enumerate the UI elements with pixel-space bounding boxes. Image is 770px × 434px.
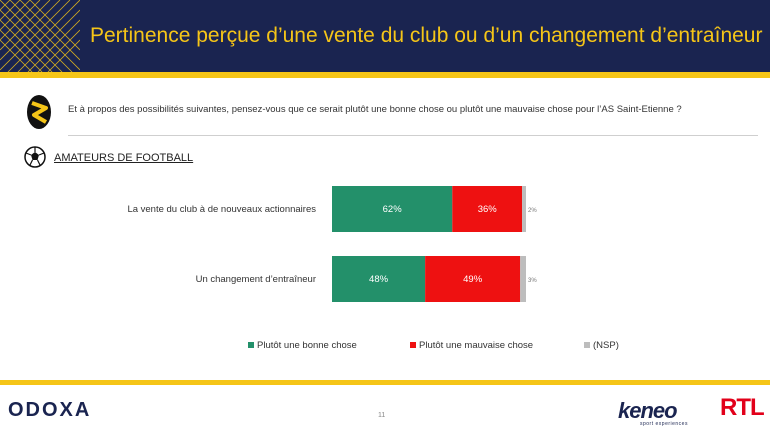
- separator-line: [68, 135, 758, 136]
- data-label: 2%: [528, 208, 537, 214]
- legend-label: Plutôt une bonne chose: [257, 340, 357, 351]
- legend-label: (NSP): [593, 340, 619, 351]
- page-number: 11: [378, 412, 386, 419]
- question-text: Et à propos des possibilités suivantes, …: [68, 104, 682, 115]
- data-label: 48%: [369, 274, 389, 285]
- page-title: Pertinence perçue d’une vente du club ou…: [90, 24, 763, 47]
- data-label: 62%: [383, 204, 403, 215]
- data-label: 3%: [528, 278, 537, 284]
- bar-segment: [332, 186, 453, 232]
- header-gold-bar: [0, 72, 770, 78]
- legend-swatch: [584, 342, 590, 348]
- header-pattern-icon: [0, 0, 80, 72]
- bar-segment: [332, 256, 426, 302]
- bar-segment: [522, 186, 526, 232]
- category-label: La vente du club à de nouveaux actionnai…: [127, 204, 316, 215]
- question-logo-icon: [27, 95, 51, 129]
- category-label: Un changement d’entraîneur: [196, 274, 316, 285]
- bar-segment: [425, 256, 521, 302]
- header-banner: Pertinence perçue d’une vente du club ou…: [0, 0, 770, 72]
- legend-swatch: [410, 342, 416, 348]
- bar-segment: [452, 186, 523, 232]
- stacked-bar-chart: La vente du club à de nouveaux actionnai…: [127, 186, 619, 351]
- keneo-logo: keneo: [618, 398, 678, 423]
- legend-label: Plutôt une mauvaise chose: [419, 340, 533, 351]
- rtl-logo: RTL: [720, 394, 765, 421]
- bar-segment: [520, 256, 526, 302]
- football-icon: [24, 146, 46, 168]
- keneo-logo-subtitle: sport experiences: [640, 421, 688, 427]
- odoxa-logo: ODOXA: [8, 399, 92, 421]
- footer-gold-bar: [0, 380, 770, 385]
- data-label: 36%: [478, 204, 498, 215]
- legend-swatch: [248, 342, 254, 348]
- data-label: 49%: [463, 274, 483, 285]
- segment-label: AMATEURS DE FOOTBALL: [54, 152, 194, 164]
